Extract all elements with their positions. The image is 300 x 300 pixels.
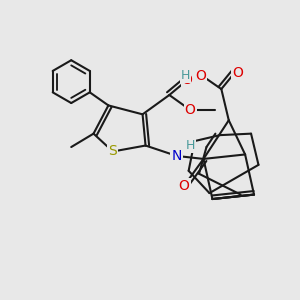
Text: O: O (232, 66, 243, 80)
Text: N: N (172, 149, 182, 163)
Text: O: O (195, 69, 206, 83)
Text: O: O (185, 103, 196, 117)
Text: O: O (179, 179, 190, 193)
Text: S: S (109, 145, 117, 158)
Text: H: H (181, 69, 190, 82)
Text: H: H (185, 139, 195, 152)
Text: O: O (182, 73, 193, 87)
